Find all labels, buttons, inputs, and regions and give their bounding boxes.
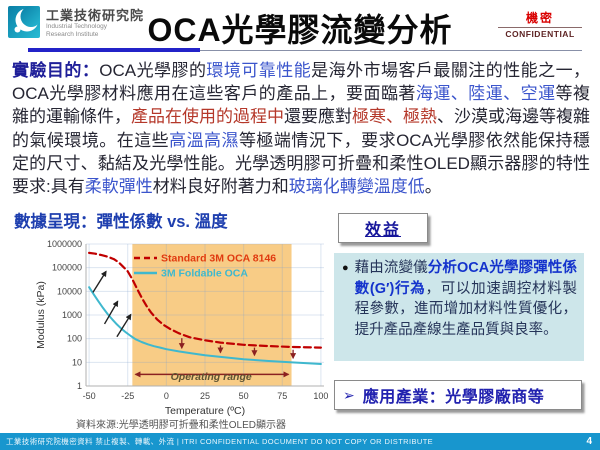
- svg-text:1000: 1000: [62, 310, 82, 320]
- arrow-right-icon: ➢: [343, 386, 355, 403]
- confidential-stamp: 機密 CONFIDENTIAL: [498, 9, 582, 39]
- chart-svg: 1 10 100 1000 10000 100000 1000000 -50 -25 0 25 50 7…: [35, 239, 328, 417]
- svg-text:-50: -50: [83, 391, 96, 401]
- footer-confidential-text: 工業技術研究院機密資料 禁止複製、轉載、外流 | ITRI CONFIDENTI…: [6, 437, 434, 446]
- title-divider-blue: [28, 48, 200, 52]
- svg-text:10: 10: [72, 357, 82, 367]
- stamp-en: CONFIDENTIAL: [505, 29, 575, 39]
- bullet-icon: ●: [342, 262, 349, 274]
- footer-bar: 工業技術研究院機密資料 禁止複製、轉載、外流 | ITRI CONFIDENTI…: [0, 433, 600, 450]
- svg-text:0: 0: [164, 391, 169, 401]
- svg-text:Temperature (ºC): Temperature (ºC): [165, 405, 245, 417]
- svg-text:100: 100: [313, 391, 328, 401]
- stamp-zh: 機密: [498, 9, 582, 28]
- svg-text:3M Foldable OCA: 3M Foldable OCA: [161, 268, 248, 280]
- svg-text:Operating range: Operating range: [171, 371, 252, 383]
- org-name-en-1: Industrial Technology: [46, 23, 107, 30]
- benefit-title: 效益: [364, 222, 401, 239]
- modulus-temperature-chart: 1 10 100 1000 10000 100000 1000000 -50 -25 0 25 50 7…: [30, 236, 332, 432]
- page-title: OCA光學膠流變分析: [147, 12, 453, 48]
- logo-text: 工業技術研究院 Industrial Technology Research I…: [46, 6, 144, 38]
- itri-logo: 工業技術研究院 Industrial Technology Research I…: [8, 6, 144, 38]
- svg-text:Modulus (kPa): Modulus (kPa): [35, 281, 47, 349]
- benefit-title-box: 效益: [338, 213, 428, 243]
- svg-text:50: 50: [239, 391, 249, 401]
- source-note: 資料來源:光學透明膠可折疊和柔性OLED顯示器: [75, 420, 286, 431]
- svg-text:1000000: 1000000: [47, 239, 82, 249]
- title-divider-gray: [200, 50, 582, 51]
- svg-text:1: 1: [77, 381, 82, 391]
- org-name-en-2: Research Institute: [46, 30, 99, 38]
- svg-text:75: 75: [277, 391, 287, 401]
- itri-logo-icon: [8, 6, 40, 38]
- svg-text:Standard 3M OCA 8146: Standard 3M OCA 8146: [161, 253, 276, 265]
- experiment-purpose-paragraph: 實驗目的：OCA光學膠的環境可靠性能是海外市場客戶最關注的性能之一，OCA光學膠…: [12, 61, 591, 197]
- benefit-text: 藉由流變儀分析OCA光學膠彈性係數(G′)行為，可以加速調控材料製程參數，進而增…: [354, 260, 577, 338]
- org-name-zh: 工業技術研究院: [46, 8, 145, 23]
- svg-text:10000: 10000: [57, 286, 82, 296]
- application-box: ➢ 應用產業：光學膠廠商等: [334, 380, 582, 410]
- svg-text:100: 100: [67, 334, 82, 344]
- benefit-panel: ● 藉由流變儀分析OCA光學膠彈性係數(G′)行為，可以加速調控材料製程參數，進…: [334, 253, 584, 361]
- svg-text:25: 25: [200, 391, 210, 401]
- svg-text:-25: -25: [121, 391, 134, 401]
- application-text: 應用產業：光學膠廠商等: [362, 389, 545, 406]
- data-section-heading: 數據呈現：彈性係數 vs. 溫度: [14, 213, 228, 231]
- page-number: 4: [586, 436, 592, 447]
- svg-text:100000: 100000: [52, 263, 82, 273]
